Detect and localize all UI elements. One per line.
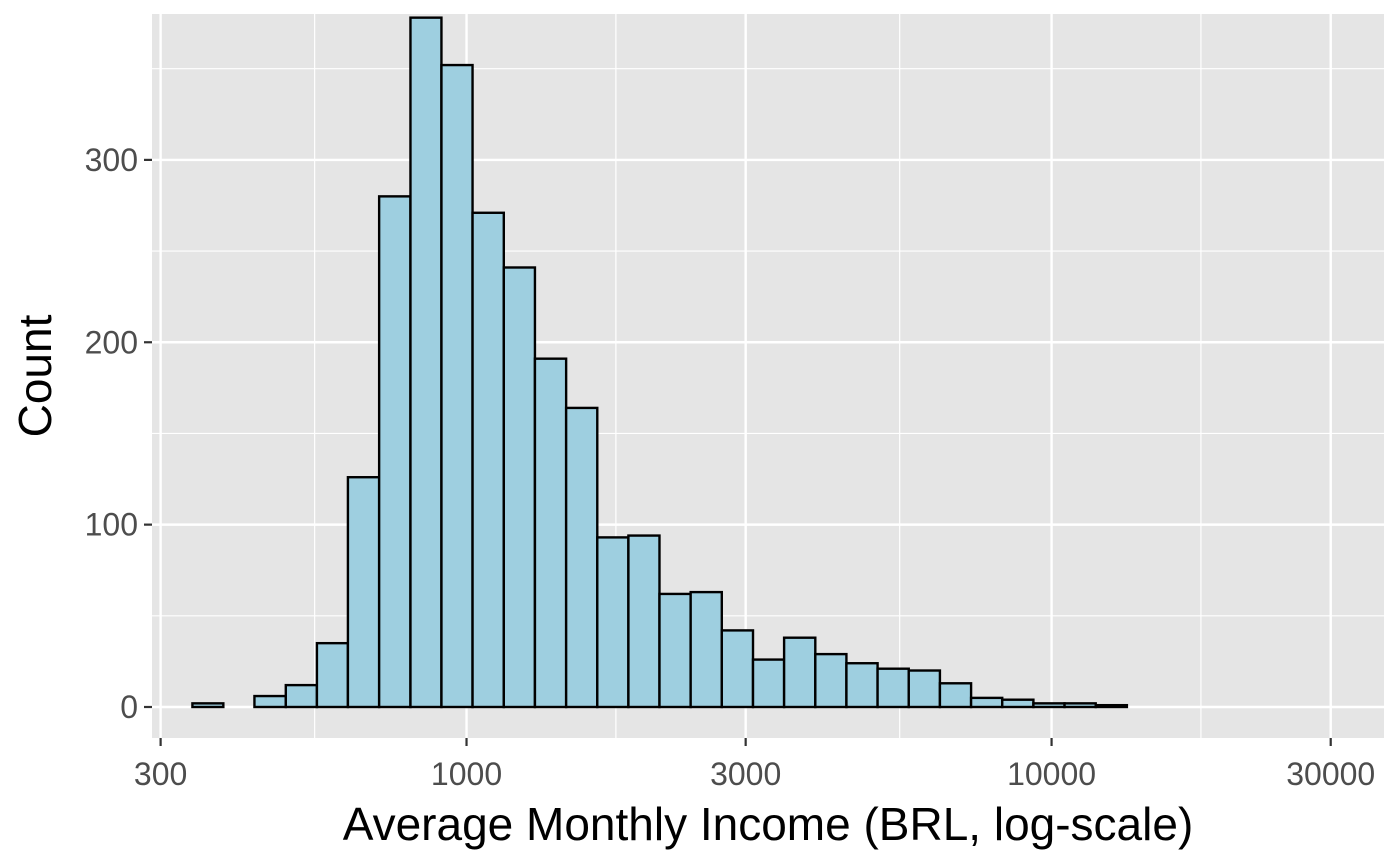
histogram-bar <box>1063 702 1097 709</box>
y-axis: 0 100 200 300 <box>85 142 152 725</box>
histogram-bar <box>440 63 474 709</box>
x-axis: 300 1000 3000 10000 30000 <box>134 738 1375 792</box>
histogram-bar <box>969 696 1004 709</box>
histogram-bar <box>409 16 443 709</box>
plot-panel <box>152 14 1384 738</box>
minor-gridlines <box>152 14 1384 738</box>
y-tick-label: 300 <box>85 142 138 178</box>
histogram-bar <box>658 592 692 709</box>
histogram-bar <box>315 641 350 709</box>
y-tick-label: 0 <box>120 689 138 725</box>
histogram-bar <box>191 702 225 709</box>
x-tick-label: 30000 <box>1286 756 1375 792</box>
histogram-bars <box>191 16 1129 709</box>
histogram-bar <box>627 534 661 709</box>
histogram-bar <box>533 357 568 709</box>
histogram-bar <box>377 195 412 709</box>
histogram-bar <box>782 636 817 709</box>
histogram-bar <box>596 536 630 709</box>
histogram-bar <box>502 266 537 709</box>
histogram-bar <box>814 652 848 709</box>
histogram-bar <box>720 629 755 709</box>
histogram-bar <box>876 667 910 709</box>
x-tick-label: 10000 <box>1007 756 1096 792</box>
histogram-bar <box>564 406 599 709</box>
histogram-bar <box>1001 698 1035 709</box>
histogram-bar <box>845 662 879 709</box>
y-tick-label: 100 <box>85 507 138 543</box>
y-axis-title: Count <box>9 314 61 437</box>
histogram-bar <box>346 476 381 709</box>
histogram-bar <box>471 211 505 709</box>
histogram-bar <box>689 590 723 709</box>
histogram-bar <box>751 658 786 709</box>
x-tick-label: 3000 <box>710 756 781 792</box>
y-tick-label: 200 <box>85 324 138 360</box>
x-tick-label: 1000 <box>431 756 502 792</box>
histogram-bar <box>907 669 942 709</box>
histogram-bar <box>284 683 319 709</box>
x-tick-label: 300 <box>134 756 187 792</box>
histogram-bar <box>1032 702 1066 709</box>
histogram-bar <box>253 694 287 709</box>
histogram-bar <box>938 682 973 709</box>
x-axis-title: Average Monthly Income (BRL, log-scale) <box>343 798 1194 850</box>
histogram-bar <box>1094 703 1129 709</box>
